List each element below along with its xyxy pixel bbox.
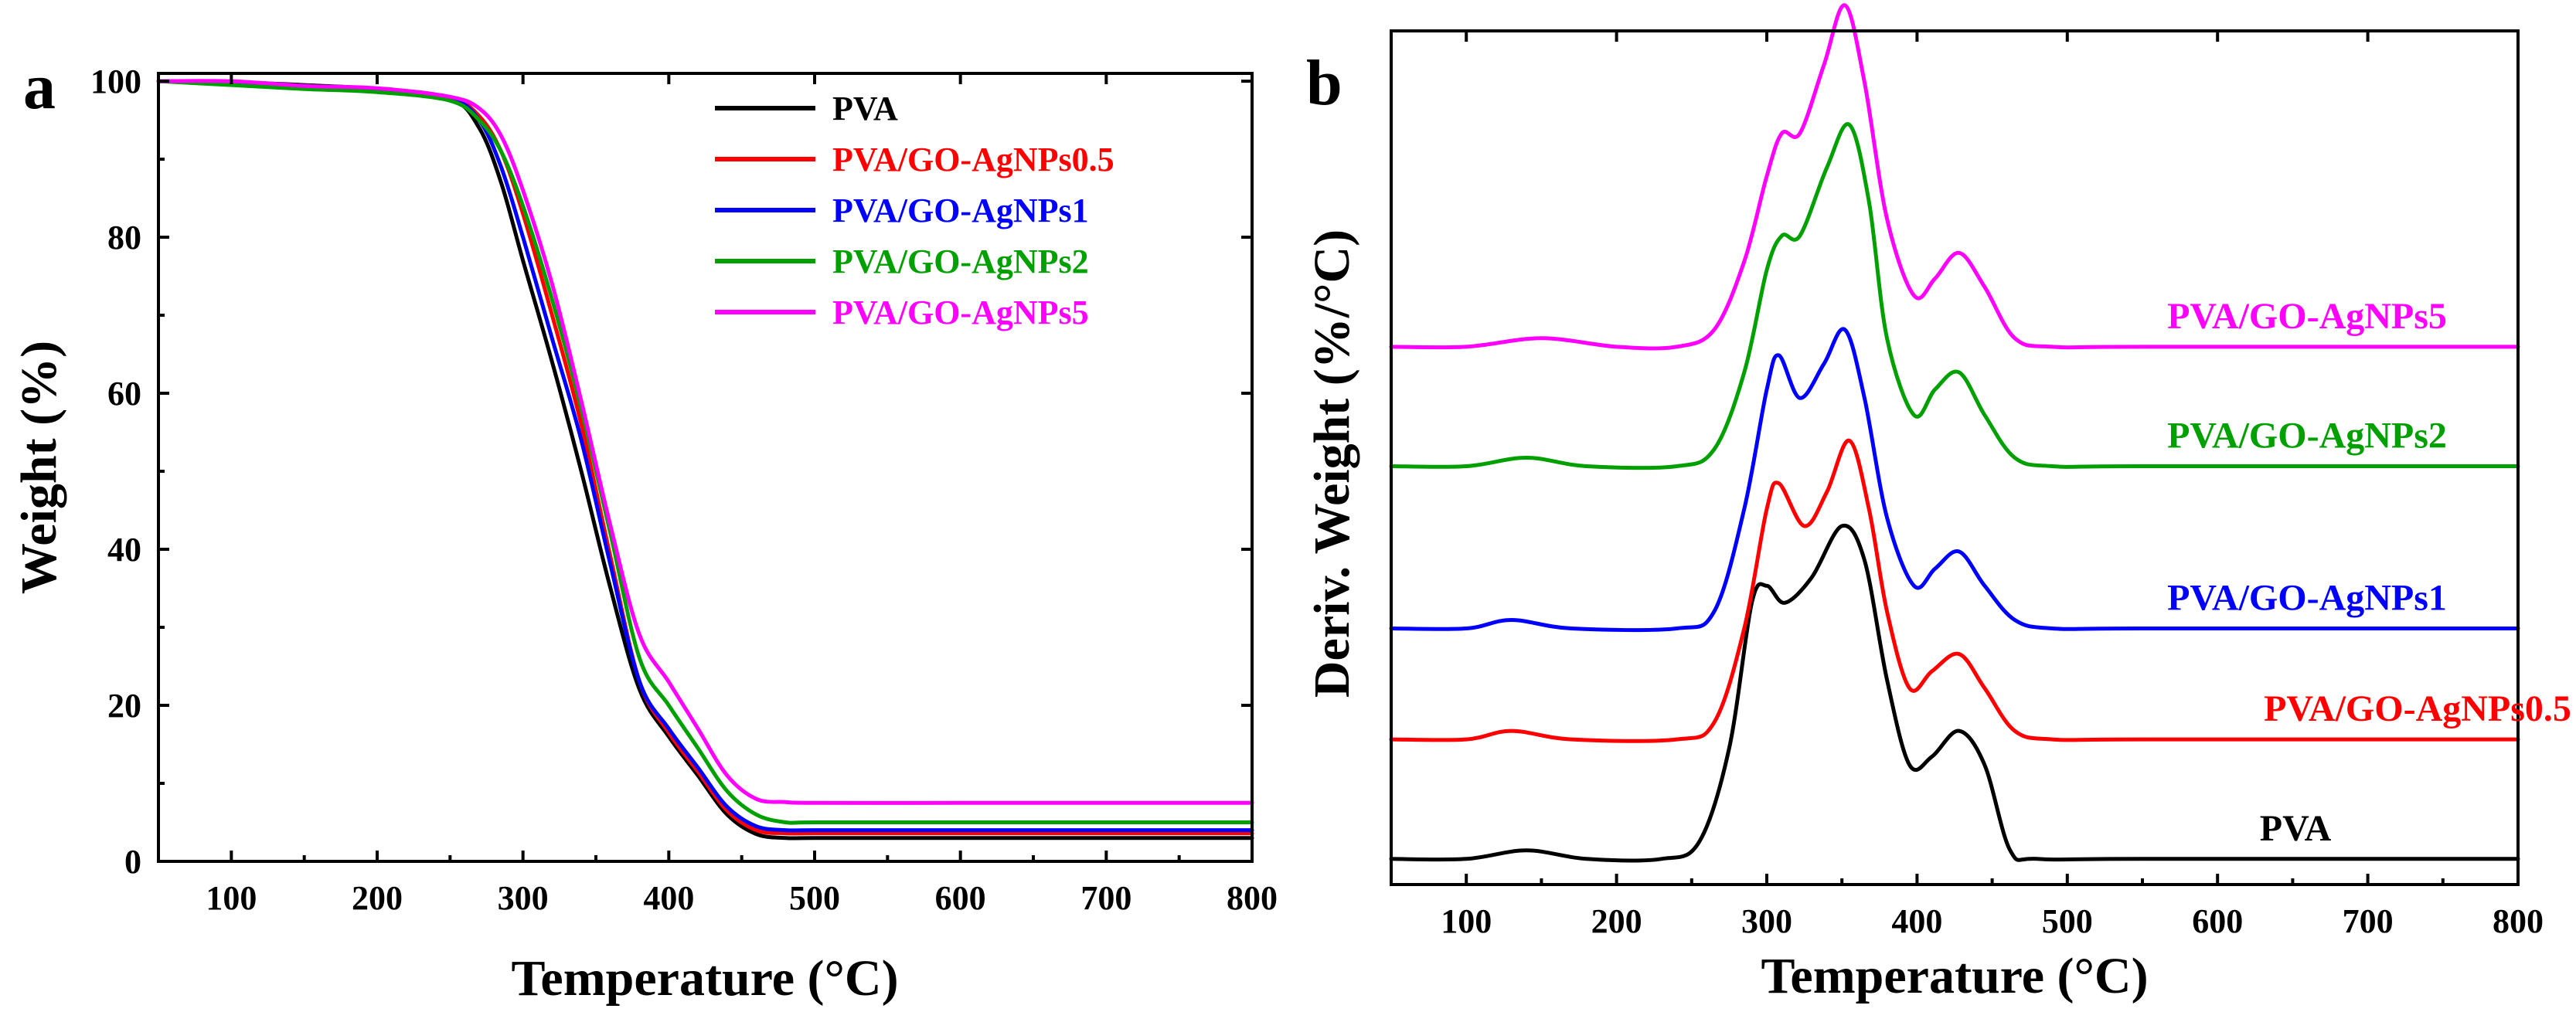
panel-a-plot-frame: [157, 72, 1254, 863]
panel-a-tga-chart: a 100 200 300 400 500 600 700 800 0 20 40 60 80 100 P…: [11, 51, 1278, 1007]
panel-a-y-axis-title: Weight (%): [11, 341, 67, 594]
panel-a-legend: PVA PVA/GO-AgNPs0.5 PVA/GO-AgNPs1 PVA/GO-Ag…: [715, 90, 1114, 331]
legend-label-pva-go-agnps5: PVA/GO-AgNPs5: [832, 294, 1089, 331]
panel-b-x-axis-title: Temperature (°C): [1761, 948, 2148, 1004]
panel-a-y-tick-label: 0: [124, 843, 141, 881]
panel-a-y-tick-label: 100: [90, 63, 141, 100]
panel-b-x-tick-label: 800: [2493, 902, 2544, 940]
panel-b-curve-labels: PVA PVA/GO-AgNPs0.5 PVA/GO-AgNPs1 PVA/GO-Ag…: [2167, 296, 2571, 849]
panel-a-x-tick-label: 400: [643, 879, 694, 917]
panel-b-x-tick-label: 500: [2042, 902, 2093, 940]
panel-b-x-tick-label: 100: [1441, 902, 1492, 940]
panel-b-x-tick-label: 400: [1891, 902, 1942, 940]
panel-b-series-line-pva: [1389, 523, 2520, 863]
legend-label-pva-go-agnps0-5: PVA/GO-AgNPs0.5: [832, 141, 1114, 178]
panel-a-x-tick-label: 200: [352, 879, 403, 917]
panel-b-plot-frame: [1390, 29, 2520, 886]
panel-b-x-tick-label: 200: [1591, 902, 1642, 940]
panel-b-series-line-pva-go-agnps1: [1389, 327, 2520, 633]
panel-b-series-line-pva-go-agnps5: [1389, 3, 2520, 351]
panel-a-x-axis-title: Temperature (°C): [511, 950, 898, 1007]
panel-a-x-tick-label: 100: [206, 879, 257, 917]
panel-a-y-tick-label: 60: [107, 375, 141, 413]
panel-a-x-tick-label: 600: [935, 879, 986, 917]
panel-a-series-line-pva-go-agnps5: [156, 79, 1254, 805]
panel-b-series-line-pva-go-agnps0-5: [1389, 438, 2520, 743]
panel-b-axis-ticks: 100 200 300 400 500 600 700 800: [1390, 31, 2544, 940]
panel-b-series-group: [1389, 3, 2520, 863]
legend-label-pva: PVA: [832, 90, 898, 127]
panel-b-x-tick-label: 700: [2343, 902, 2394, 940]
panel-a-series-line-pva-go-agnps2: [156, 79, 1254, 825]
curve-label-pva-go-agnps1: PVA/GO-AgNPs1: [2167, 578, 2447, 619]
panel-b-x-tick-label: 300: [1741, 902, 1792, 940]
panel-a-x-tick-label: 700: [1080, 879, 1131, 917]
panel-a-x-tick-label: 800: [1227, 879, 1278, 917]
panel-a-y-tick-label: 80: [107, 219, 141, 256]
panel-b-dtg-chart: b 100 200 300 400 500 600 700 800 PVA PVA/GO-AgN…: [1304, 3, 2571, 1004]
panel-a-y-tick-label: 40: [107, 531, 141, 569]
panel-b-y-axis-title: Deriv. Weight (%/°C): [1304, 229, 1360, 698]
panel-b-x-tick-label: 600: [2192, 902, 2243, 940]
curve-label-pva-go-agnps0-5: PVA/GO-AgNPs0.5: [2264, 688, 2571, 729]
curve-label-pva: PVA: [2260, 808, 2332, 849]
panel-a-y-tick-label: 20: [107, 687, 141, 725]
panel-a-letter: a: [23, 51, 56, 123]
legend-label-pva-go-agnps1: PVA/GO-AgNPs1: [832, 192, 1089, 229]
panel-a-axis-ticks: 100 200 300 400 500 600 700 800 0 20 40 60 80 100: [90, 63, 1278, 917]
curve-label-pva-go-agnps2: PVA/GO-AgNPs2: [2167, 416, 2447, 457]
panel-a-series-group: [156, 79, 1254, 841]
panel-a-x-tick-label: 300: [498, 879, 549, 917]
panel-b-letter: b: [1306, 47, 1342, 119]
panel-b-series-line-pva-go-agnps2: [1389, 122, 2520, 470]
panel-a-x-tick-label: 500: [789, 879, 840, 917]
curve-label-pva-go-agnps5: PVA/GO-AgNPs5: [2167, 296, 2447, 337]
legend-label-pva-go-agnps2: PVA/GO-AgNPs2: [832, 243, 1089, 280]
